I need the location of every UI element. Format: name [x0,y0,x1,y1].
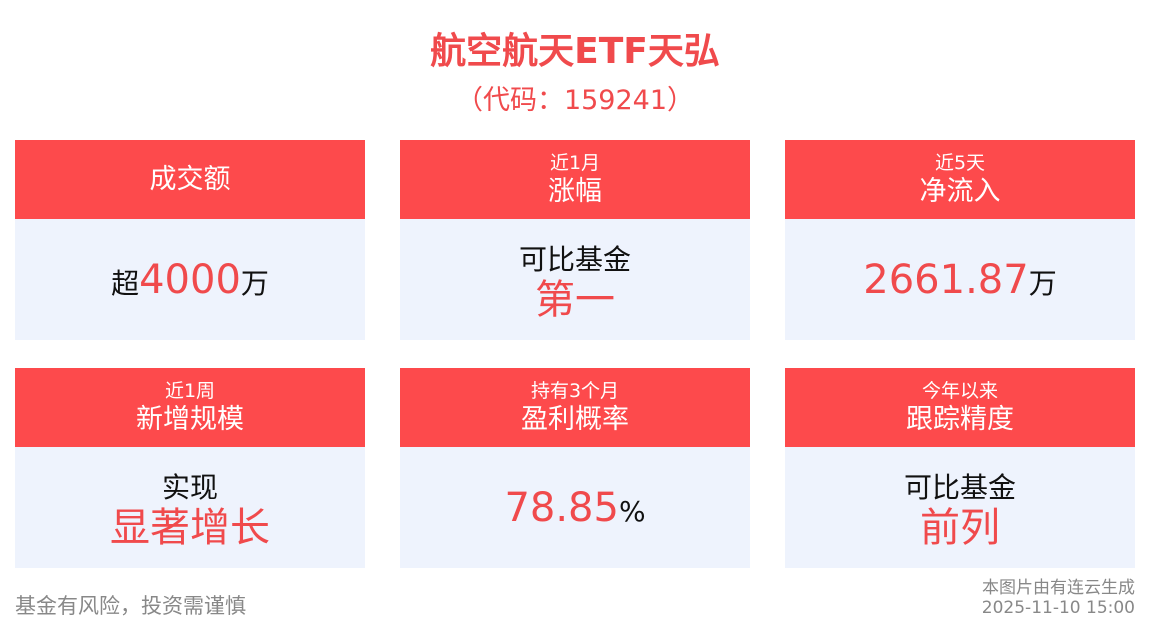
card-label: 净流入 [919,175,1001,207]
card-sub: 近5天 [934,151,986,174]
card-value: 4000 [139,256,241,303]
card-sub: 今年以来 [921,379,998,402]
card-line1: 可比基金 [903,470,1016,504]
card-value: 2661.87 [863,256,1029,303]
card-sub: 持有3个月 [530,379,620,402]
card-sub: 近1月 [549,151,601,174]
page-title: 航空航天ETF天弘 [430,31,720,72]
card-monthly-gain: 近1月 涨幅 可比基金 第一 [400,140,750,340]
risk-disclaimer: 基金有风险，投资需谨慎 [15,594,246,618]
card-unit: % [618,494,646,528]
card-value: 第一 [535,276,615,323]
card-label: 跟踪精度 [906,403,1014,435]
card-sub: 近1周 [164,379,216,402]
card-label: 成交额 [149,163,231,195]
card-scale-growth: 近1周 新增规模 实现 显著增长 [15,368,365,568]
card-turnover: 成交额 超4000万 [15,140,365,340]
card-line1: 可比基金 [518,242,631,276]
card-label: 盈利概率 [521,403,629,435]
card-value: 显著增长 [110,504,270,551]
card-profit-probability: 持有3个月 盈利概率 78.85% [400,368,750,568]
card-tracking-accuracy: 今年以来 跟踪精度 可比基金 前列 [785,368,1135,568]
fund-code: （代码：159241） [455,85,695,116]
card-unit: 万 [240,266,269,300]
card-net-inflow: 近5天 净流入 2661.87万 [785,140,1135,340]
timestamp: 2025-11-10 15:00 [981,598,1135,618]
card-prefix: 超 [111,266,140,300]
source-note: 本图片由有连云生成 2025-11-10 15:00 [982,578,1135,618]
card-line1: 实现 [161,470,218,504]
card-label: 新增规模 [136,403,244,435]
card-value: 78.85 [504,484,619,531]
card-label: 涨幅 [548,175,602,207]
source-text: 本图片由有连云生成 [982,578,1135,598]
card-unit: 万 [1028,266,1057,300]
card-value: 前列 [920,504,1000,551]
